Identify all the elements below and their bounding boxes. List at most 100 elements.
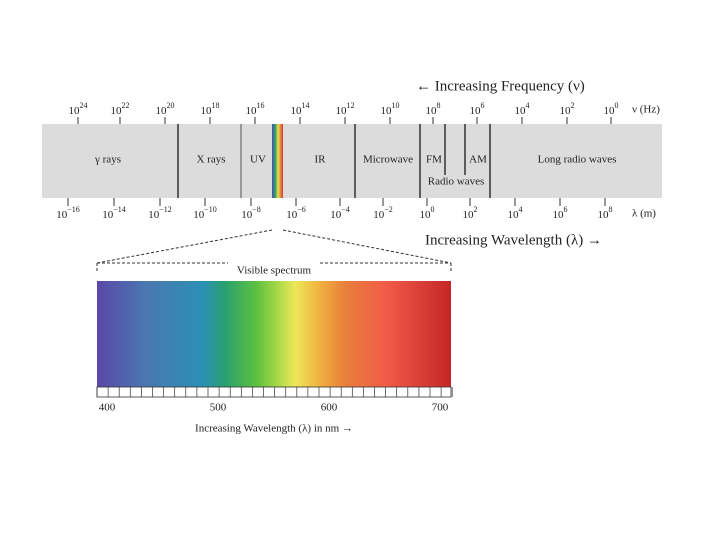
wavelength-tick-label: 10−14 [102, 205, 126, 221]
tick-exponent: −4 [341, 205, 350, 214]
tick-exponent: 20 [167, 101, 175, 110]
wavelength-title: Increasing Wavelength (λ) → [425, 232, 602, 248]
tick-exponent: 24 [80, 101, 88, 110]
tick-exponent: 2 [571, 101, 575, 110]
tick-exponent: 8 [437, 101, 441, 110]
wavelength-tick-label: 10−6 [286, 205, 306, 221]
tick-base: 10 [515, 105, 527, 117]
nm-tick-label: 700 [432, 402, 449, 414]
tick-base: 10 [420, 209, 432, 221]
wavelength-unit: λ (m) [632, 208, 656, 220]
wavelength-tick-label: 10−16 [56, 205, 80, 221]
tick-base: 10 [246, 105, 258, 117]
band-label: AM [469, 154, 487, 166]
tick-exponent: 10 [392, 101, 400, 110]
band-label: γ rays [94, 154, 121, 166]
tick-base: 10 [286, 209, 298, 221]
tick-base: 10 [336, 105, 348, 117]
frequency-tick-label: 108 [426, 101, 441, 117]
tick-base: 10 [111, 105, 123, 117]
tick-base: 10 [69, 105, 81, 117]
tick-exponent: 12 [347, 101, 355, 110]
tick-base: 10 [241, 209, 253, 221]
frequency-tick-label: 102 [560, 101, 575, 117]
band-label: X rays [196, 154, 225, 166]
visible-bracket [96, 229, 452, 272]
tick-exponent: 6 [564, 205, 568, 214]
frequency-tick-label: 100 [604, 101, 619, 117]
tick-exponent: −14 [113, 205, 126, 214]
wavelength-tick-label: 10−4 [330, 205, 350, 221]
tick-exponent: 22 [122, 101, 130, 110]
tick-base: 10 [373, 209, 385, 221]
tick-base: 10 [193, 209, 205, 221]
wavelength-tick-label: 108 [598, 205, 613, 221]
tick-exponent: 6 [481, 101, 485, 110]
radio-label: Radio waves [428, 176, 485, 188]
frequency-tick-label: 1014 [291, 101, 310, 117]
tick-base: 10 [426, 105, 438, 117]
tick-base: 10 [156, 105, 168, 117]
visible-gradient [97, 281, 451, 387]
band-dividers [177, 124, 491, 198]
visible-caption: Increasing Wavelength (λ) in nm → [195, 423, 353, 435]
frequency-tick-label: 106 [470, 101, 485, 117]
wavelength-tick-label: 10−8 [241, 205, 261, 221]
tick-exponent: −16 [67, 205, 80, 214]
tick-exponent: −12 [159, 205, 172, 214]
tick-exponent: 16 [257, 101, 265, 110]
tick-base: 10 [102, 209, 114, 221]
tick-base: 10 [201, 105, 213, 117]
tick-exponent: 14 [302, 101, 310, 110]
tick-base: 10 [330, 209, 342, 221]
frequency-tick-label: 1024 [69, 101, 88, 117]
nm-ruler [96, 386, 452, 398]
tick-base: 10 [598, 209, 610, 221]
tick-base: 10 [604, 105, 616, 117]
wavelength-tick-label: 10−10 [193, 205, 217, 221]
tick-exponent: −2 [384, 205, 393, 214]
visible-strip [272, 124, 283, 198]
wavelength-tick-label: 104 [508, 205, 523, 221]
tick-base: 10 [553, 209, 565, 221]
band-label: Microwave [363, 154, 413, 166]
tick-base: 10 [463, 209, 475, 221]
tick-exponent: 8 [609, 205, 613, 214]
wavelength-tick-label: 102 [463, 205, 478, 221]
tick-exponent: 0 [615, 101, 619, 110]
tick-exponent: 18 [212, 101, 220, 110]
nm-tick-label: 600 [321, 402, 338, 414]
tick-base: 10 [470, 105, 482, 117]
tick-base: 10 [291, 105, 303, 117]
frequency-tick-label: 1018 [201, 101, 220, 117]
tick-exponent: 2 [474, 205, 478, 214]
tick-base: 10 [381, 105, 393, 117]
tick-exponent: 4 [526, 101, 530, 110]
tick-base: 10 [560, 105, 572, 117]
wavelength-tick-label: 10−12 [148, 205, 172, 221]
frequency-tick-label: 1012 [336, 101, 355, 117]
tick-exponent: −6 [297, 205, 306, 214]
band-label: UV [250, 154, 266, 166]
frequency-tick-label: 1010 [381, 101, 400, 117]
tick-exponent: −8 [252, 205, 261, 214]
tick-base: 10 [56, 209, 68, 221]
tick-exponent: 4 [519, 205, 523, 214]
nm-tick-label: 400 [99, 402, 116, 414]
nm-tick-label: 500 [210, 402, 227, 414]
tick-exponent: −10 [204, 205, 217, 214]
frequency-tick-label: 104 [515, 101, 530, 117]
tick-exponent: 0 [431, 205, 435, 214]
frequency-tick-label: 1020 [156, 101, 175, 117]
visible-title: Visible spectrum [237, 265, 312, 277]
wavelength-tick-label: 10−2 [373, 205, 393, 221]
tick-base: 10 [508, 209, 520, 221]
frequency-unit: ν (Hz) [632, 104, 660, 116]
tick-base: 10 [148, 209, 160, 221]
band-label: Long radio waves [538, 154, 617, 166]
wavelength-tick-label: 100 [420, 205, 435, 221]
frequency-title: ← Increasing Frequency (ν) [416, 78, 585, 94]
frequency-tick-label: 1022 [111, 101, 130, 117]
wavelength-tick-label: 106 [553, 205, 568, 221]
frequency-tick-label: 1016 [246, 101, 265, 117]
